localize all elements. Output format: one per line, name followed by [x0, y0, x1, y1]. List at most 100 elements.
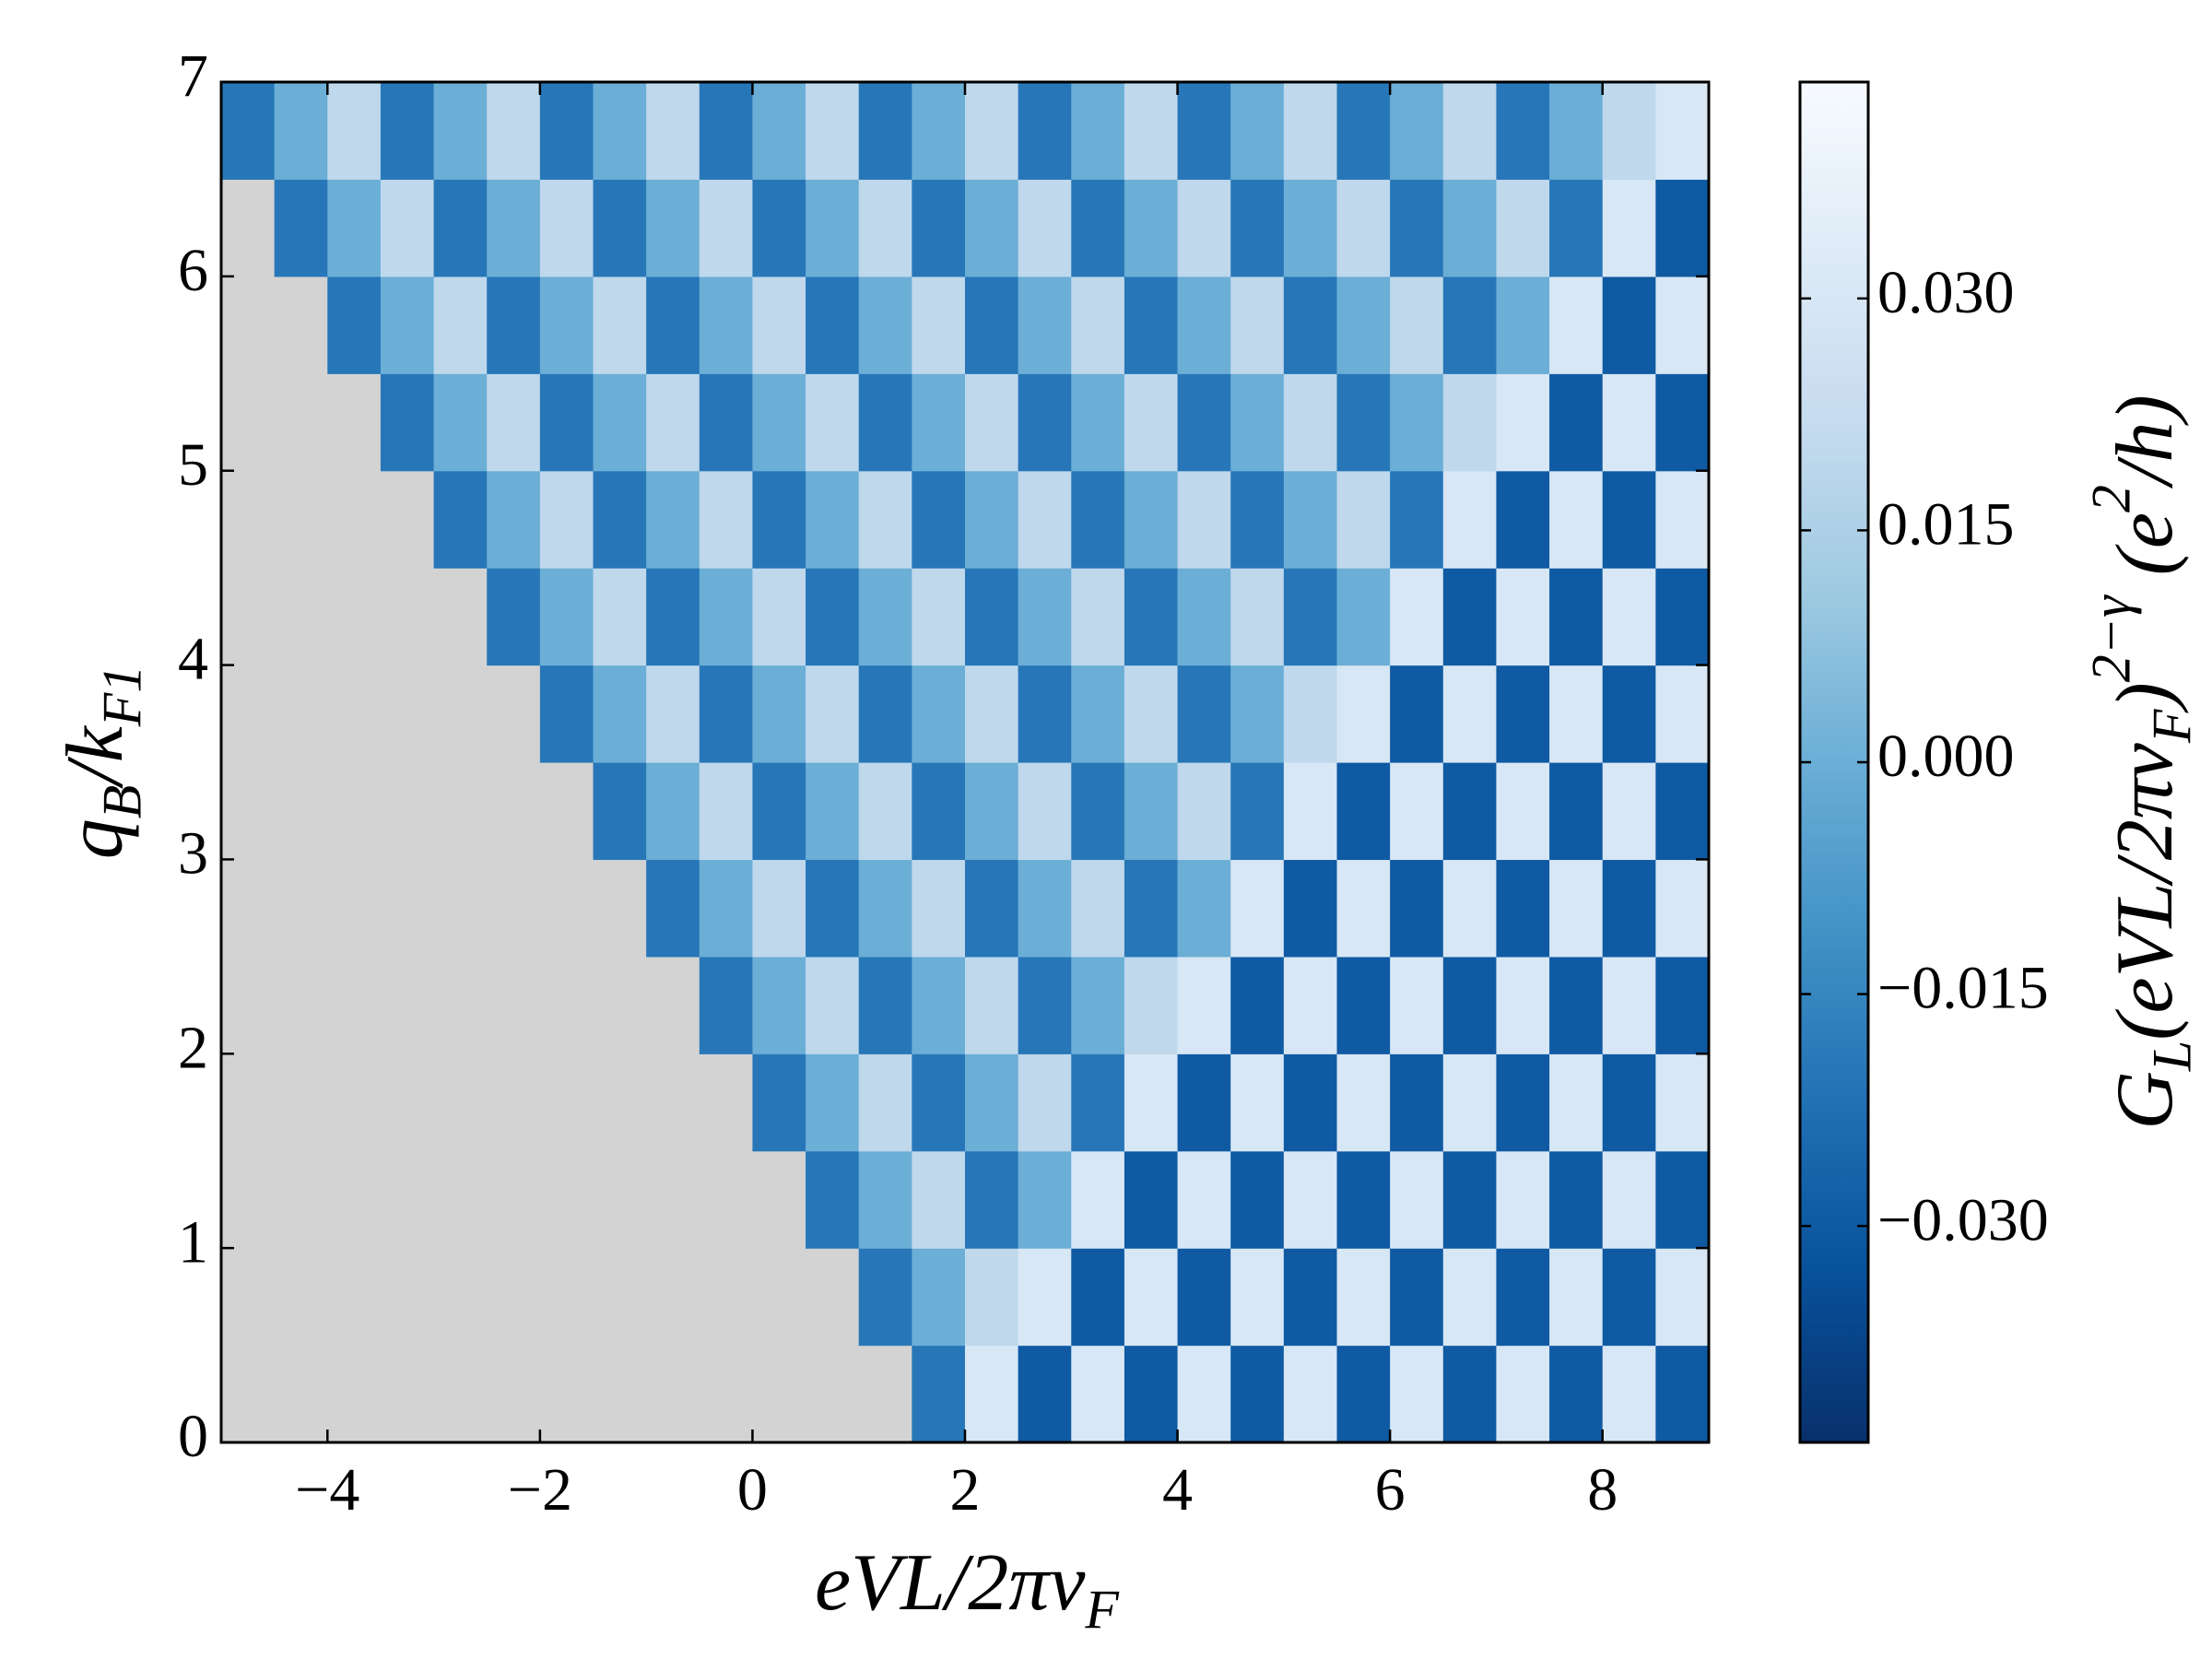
heatmap-cell — [593, 82, 647, 181]
heatmap-cell — [1336, 665, 1391, 763]
heatmap-cell — [1602, 568, 1656, 666]
heatmap-cell — [1602, 956, 1656, 1054]
heatmap-cell — [806, 179, 860, 277]
heatmap-cell — [487, 179, 541, 277]
heatmap-cell — [1230, 1053, 1285, 1152]
heatmap-cell — [1390, 82, 1444, 181]
heatmap-cell — [1124, 82, 1179, 181]
heatmap-cell — [1124, 276, 1179, 374]
heatmap-cell — [1071, 859, 1125, 958]
heatmap-cell — [858, 762, 912, 861]
x-tick-label: 0 — [737, 1456, 768, 1524]
heatmap-cell — [539, 276, 594, 374]
heatmap-cell — [539, 470, 594, 569]
heatmap-cell — [1549, 956, 1604, 1054]
heatmap-cell — [274, 179, 328, 277]
heatmap-cell — [858, 373, 912, 472]
heatmap-cell — [487, 276, 541, 374]
heatmap-cell — [1124, 373, 1179, 472]
x-axis-label: eVL/2πvF — [815, 1538, 1120, 1640]
colorbar-label: GL(eVL/2πvF)2−γ (e2/h) — [2080, 394, 2202, 1129]
heatmap-cell — [1230, 1150, 1285, 1249]
heatmap-cell — [806, 956, 860, 1054]
heatmap-cell — [965, 1345, 1019, 1443]
heatmap-cell — [1390, 1150, 1444, 1249]
heatmap-cell — [1655, 956, 1710, 1054]
heatmap-cell — [1177, 276, 1231, 374]
heatmap-cell — [912, 179, 966, 277]
heatmap-cell — [1496, 470, 1550, 569]
heatmap-cell — [858, 179, 912, 277]
heatmap-cell — [858, 956, 912, 1054]
heatmap-cell — [1177, 956, 1231, 1054]
heatmap-cell — [1124, 470, 1179, 569]
heatmap-cell — [274, 82, 328, 181]
heatmap-cell — [1602, 665, 1656, 763]
heatmap-cell — [593, 179, 647, 277]
heatmap-cell — [1496, 276, 1550, 374]
y-tick-label: 4 — [178, 626, 208, 693]
heatmap-cell — [539, 665, 594, 763]
heatmap-cell — [912, 568, 966, 666]
heatmap-cell — [1071, 762, 1125, 861]
heatmap-cell — [1602, 762, 1656, 861]
label-segment: G — [2100, 1071, 2190, 1130]
heatmap-cell — [752, 82, 806, 181]
heatmap-cell — [1496, 762, 1550, 861]
heatmap-cell — [1496, 179, 1550, 277]
heatmap-cell — [752, 470, 806, 569]
heatmap-cell — [1230, 82, 1285, 181]
heatmap-cell — [752, 276, 806, 374]
heatmap-cell — [1655, 82, 1710, 181]
heatmap-cell — [1283, 568, 1338, 666]
heatmap-cell — [699, 276, 754, 374]
heatmap-cell — [1071, 1345, 1125, 1443]
heatmap-cell — [1390, 762, 1444, 861]
heatmap-cell — [965, 956, 1019, 1054]
heatmap-cell — [1655, 665, 1710, 763]
heatmap-cell — [1177, 373, 1231, 472]
heatmap-cell — [1549, 665, 1604, 763]
heatmap-cell — [1336, 1053, 1391, 1152]
heatmap-cell — [965, 1053, 1019, 1152]
heatmap-cell — [1549, 373, 1604, 472]
heatmap-cell — [539, 82, 594, 181]
heatmap-cell — [1177, 665, 1231, 763]
heatmap-cell — [1655, 276, 1710, 374]
y-tick-label: 7 — [178, 42, 208, 110]
label-segment: 2−γ — [2080, 594, 2141, 682]
heatmap-cell — [1177, 470, 1231, 569]
x-tick-label: 4 — [1162, 1456, 1193, 1524]
heatmap-cell — [487, 470, 541, 569]
heatmap-cell — [646, 179, 700, 277]
label-segment: F — [1084, 1579, 1120, 1640]
heatmap-cell — [965, 82, 1019, 181]
heatmap-cell — [1283, 1150, 1338, 1249]
heatmap-cell — [912, 1248, 966, 1347]
heatmap-cell — [1230, 762, 1285, 861]
heatmap-cell — [1390, 470, 1444, 569]
heatmap-cell — [539, 373, 594, 472]
heatmap-cell — [1230, 373, 1285, 472]
heatmap-cell — [1018, 1248, 1072, 1347]
heatmap-cell — [1071, 1150, 1125, 1249]
heatmap-cell — [699, 956, 754, 1054]
heatmap-cell — [1071, 568, 1125, 666]
heatmap-cell — [1124, 568, 1179, 666]
heatmap-cell — [1018, 568, 1072, 666]
heatmap-cell — [1124, 1053, 1179, 1152]
heatmap-cell — [1549, 1345, 1604, 1443]
heatmap-cell — [912, 1053, 966, 1152]
heatmap-cell — [752, 956, 806, 1054]
heatmap-cell — [965, 1248, 1019, 1347]
heatmap-cell — [752, 1053, 806, 1152]
heatmap-cell — [1018, 665, 1072, 763]
y-tick-label: 1 — [178, 1208, 208, 1276]
heatmap-cell — [965, 1150, 1019, 1249]
heatmap-cell — [1655, 1248, 1710, 1347]
heatmap-cell — [327, 179, 382, 277]
heatmap-cell — [858, 568, 912, 666]
heatmap-cell — [1336, 470, 1391, 569]
heatmap-cell — [646, 665, 700, 763]
heatmap-cell — [1283, 1053, 1338, 1152]
